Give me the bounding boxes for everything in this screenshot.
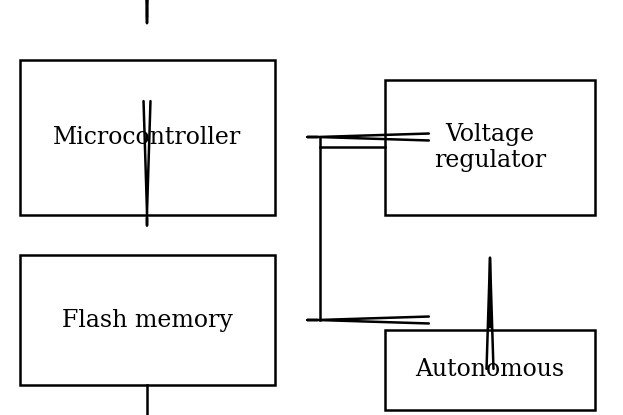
Bar	[385, 80, 595, 215]
Text: Voltage
regulator: Voltage regulator	[434, 123, 546, 172]
Bar	[20, 255, 275, 385]
Text: Microcontroller: Microcontroller	[54, 126, 242, 149]
Bar	[20, 60, 275, 215]
Text: Autonomous: Autonomous	[416, 359, 564, 381]
Bar	[385, 330, 595, 410]
Text: Flash memory: Flash memory	[62, 308, 233, 332]
